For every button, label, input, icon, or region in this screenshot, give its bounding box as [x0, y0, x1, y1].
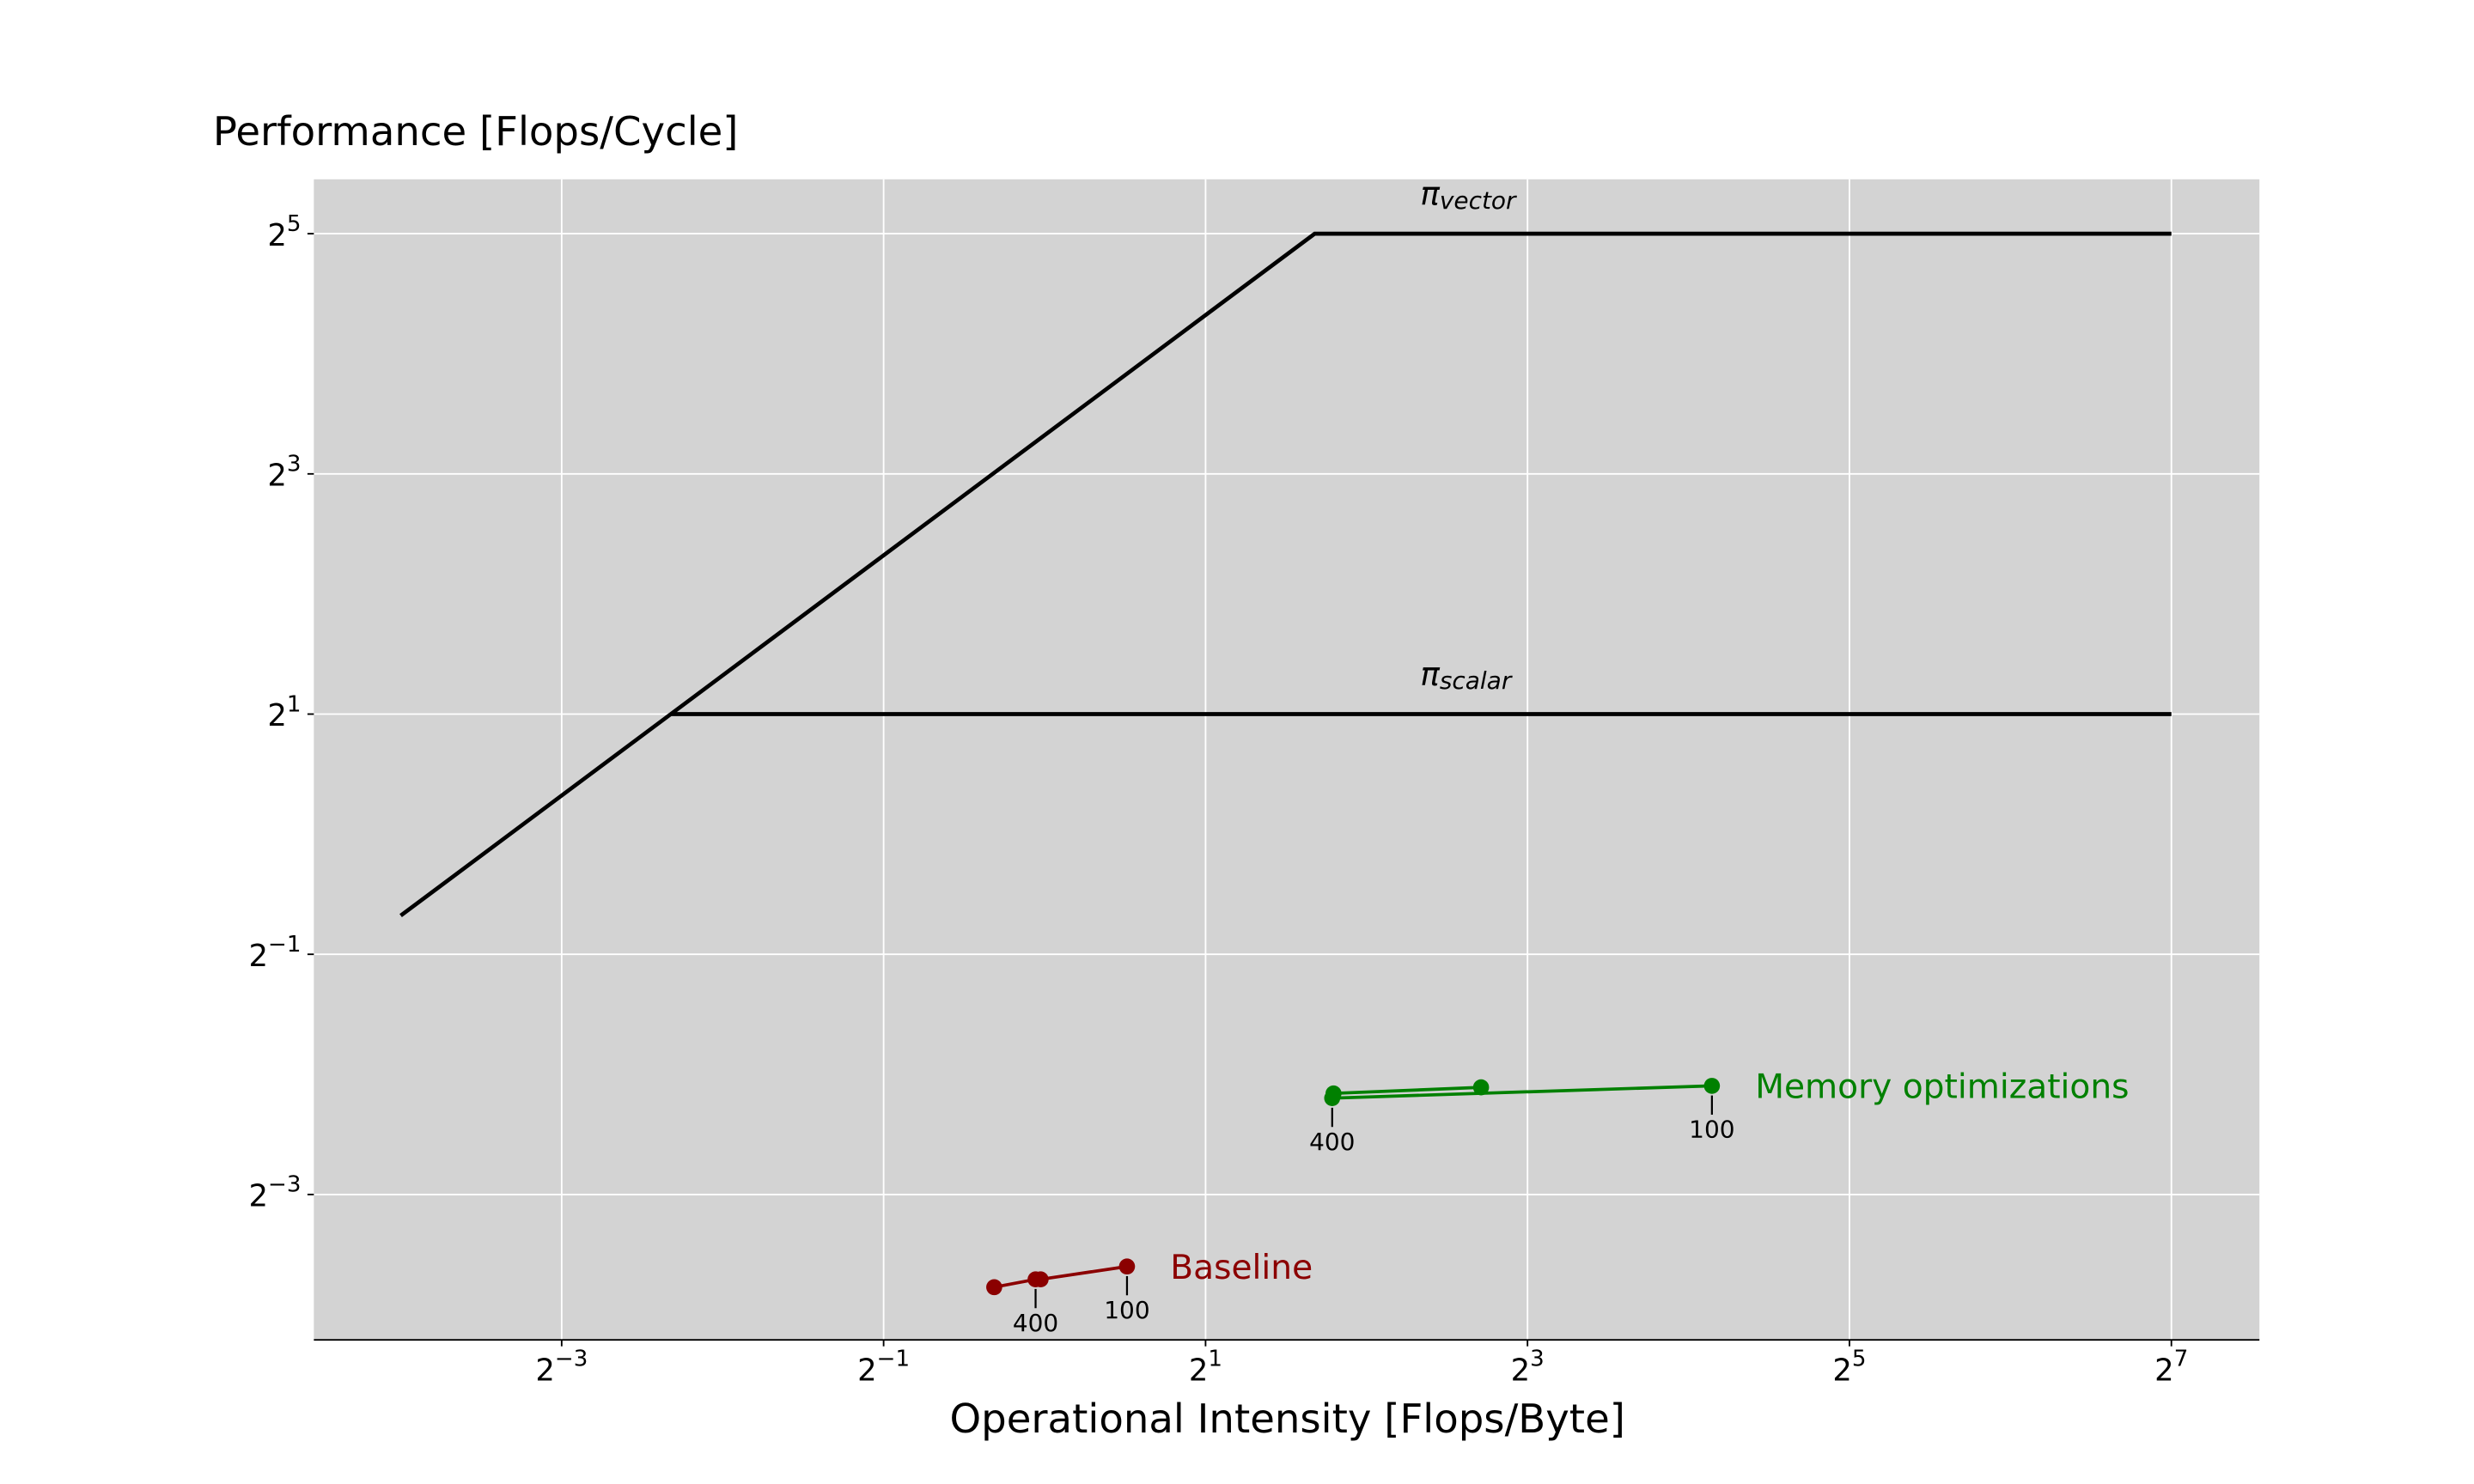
y-tick-label: 23	[267, 451, 301, 493]
x-tick-label: 2−1	[857, 1346, 910, 1388]
plot-area	[314, 179, 2260, 1341]
data-point	[986, 1279, 1002, 1296]
data-point	[1118, 1258, 1136, 1275]
x-axis-title: Operational Intensity [Flops/Byte]	[949, 1396, 1624, 1442]
series-label: Memory optimizations	[1755, 1068, 2129, 1107]
x-tick-label: 21	[1189, 1346, 1222, 1388]
y-tick-label: 2−1	[248, 932, 301, 974]
roof-line	[399, 231, 2172, 918]
y-tick-label: 25	[267, 210, 301, 252]
marks: πvector πscalar 400 100 Baseline 400 100 Memory…	[399, 174, 2172, 1337]
grid: 2−3 2−1 21 23 25 27 2−3 2−1 21 23 25	[248, 179, 2260, 1389]
point-label: 100	[1689, 1116, 1734, 1144]
data-point	[1703, 1078, 1721, 1094]
x-tick-label: 23	[1511, 1346, 1545, 1388]
x-tick-label: 27	[2154, 1346, 2188, 1388]
data-point	[1472, 1079, 1490, 1096]
y-tick-label: 21	[267, 691, 301, 733]
x-tick-label: 25	[1832, 1346, 1866, 1388]
point-label: 400	[1309, 1128, 1355, 1156]
y-tick-label: 2−3	[248, 1171, 301, 1213]
data-point	[1033, 1271, 1049, 1288]
point-label: 400	[1013, 1309, 1058, 1337]
roof-label: πvector	[1420, 174, 1517, 215]
series-label: Baseline	[1170, 1249, 1313, 1287]
y-axis-title: Performance [Flops/Cycle]	[213, 108, 739, 155]
data-point	[1324, 1090, 1341, 1106]
point-label: 100	[1104, 1296, 1149, 1324]
x-tick-label: 2−3	[535, 1346, 588, 1388]
roof-label: πscalar	[1420, 654, 1512, 695]
